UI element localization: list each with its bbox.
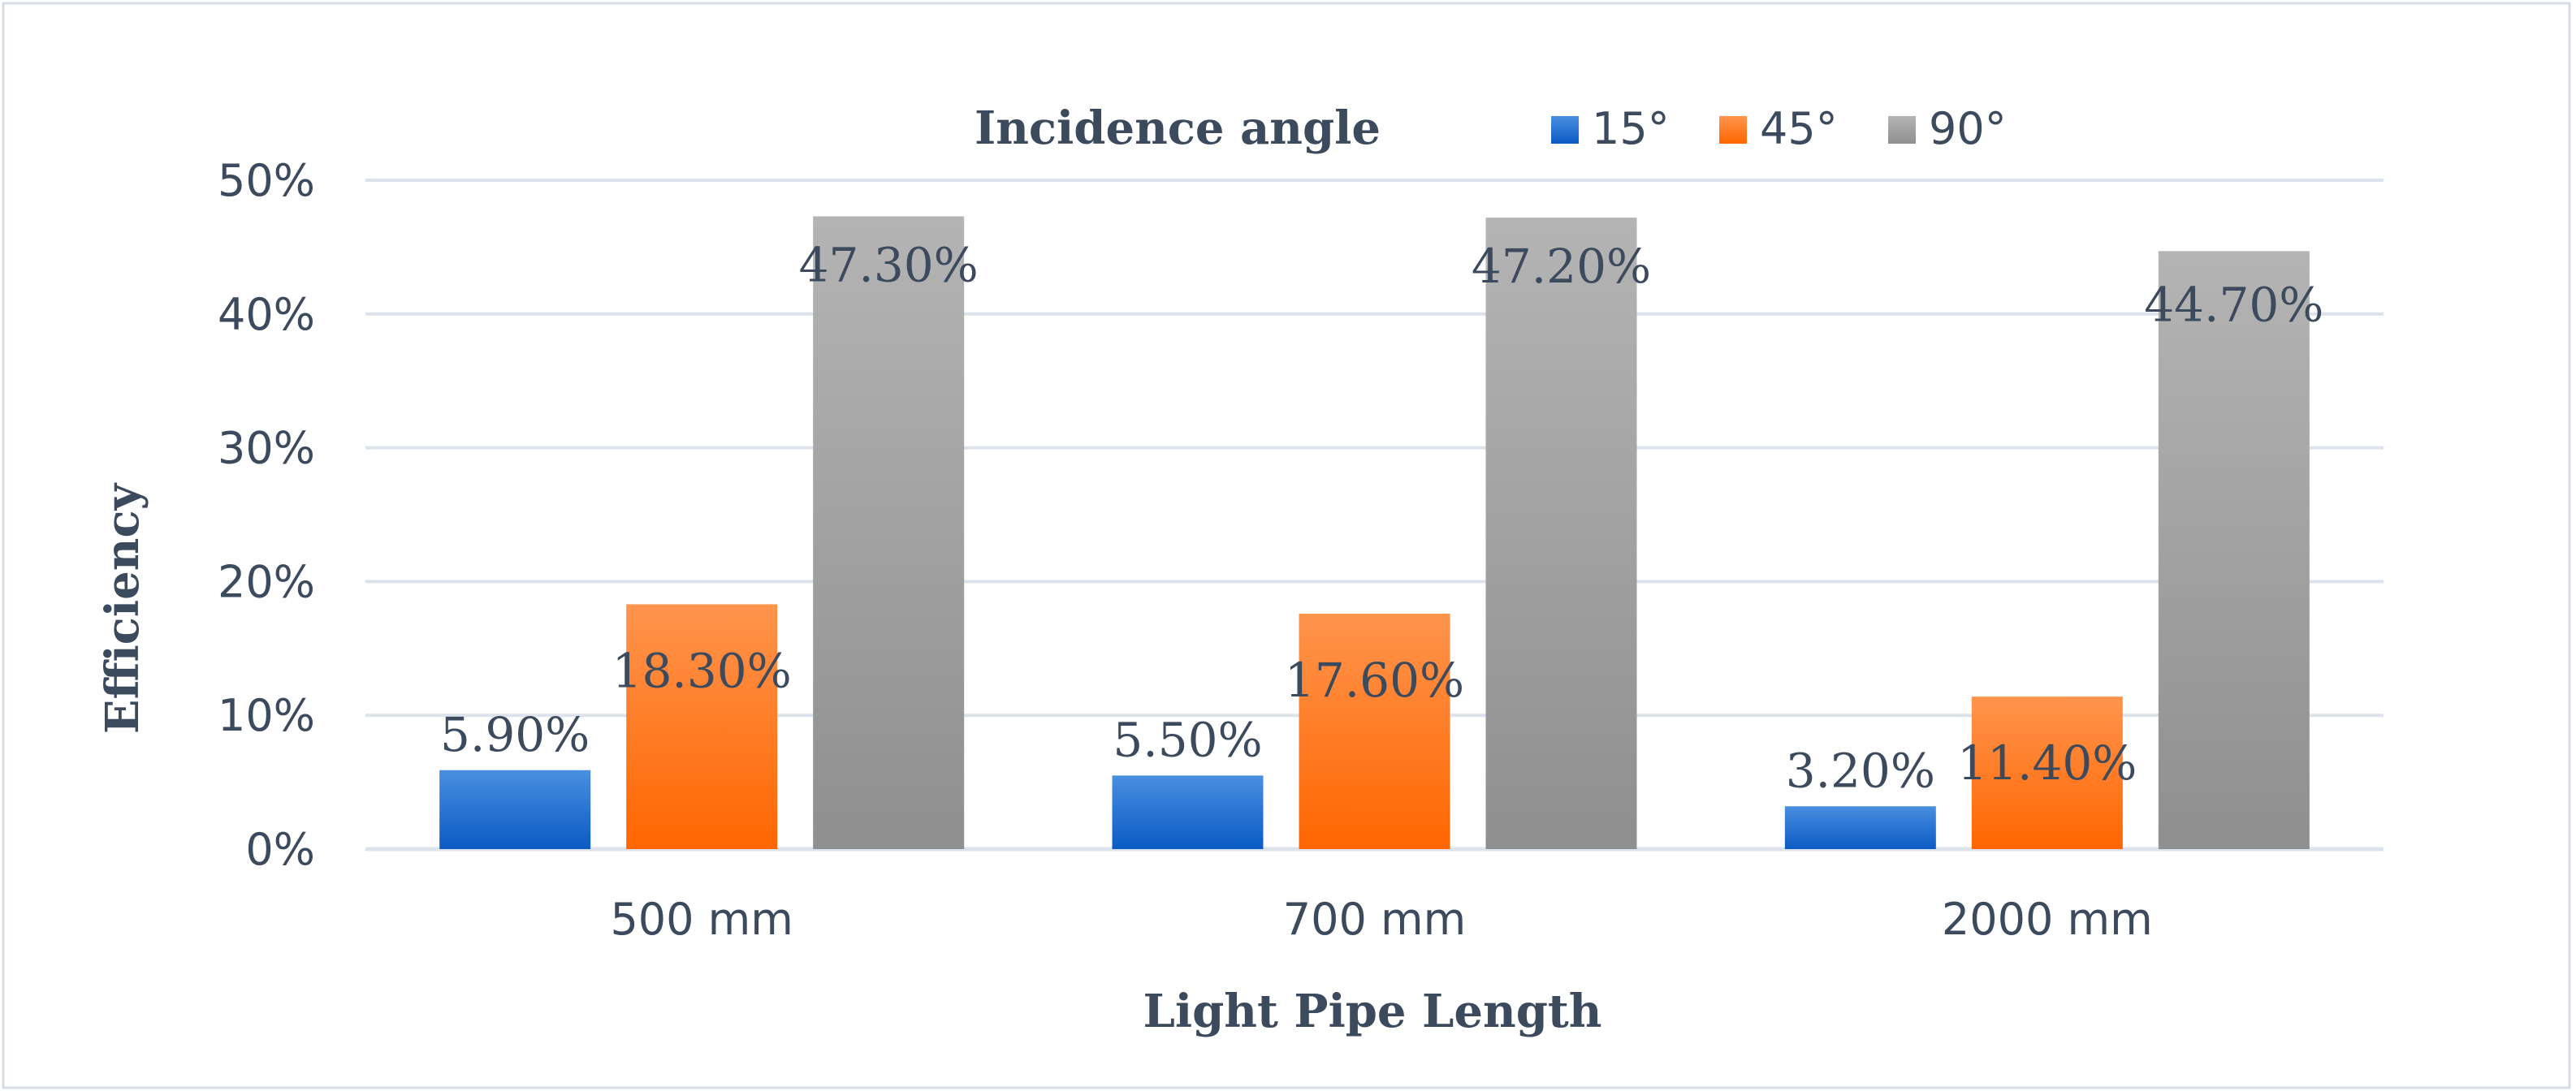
x-tick-label: 500 mm <box>610 894 793 945</box>
y-axis-label: Efficiency <box>96 482 149 734</box>
bar-45deg-2 <box>1971 696 2123 849</box>
x-tick-label: 2000 mm <box>1942 894 2153 945</box>
y-axis-ticks: 0% 10% 20% 30% 40% 50% <box>218 155 315 875</box>
data-label: 47.30% <box>799 237 979 292</box>
bar-90deg-2 <box>2158 251 2310 849</box>
y-tick-label: 50% <box>218 155 315 206</box>
y-tick-label: 30% <box>218 423 315 474</box>
x-axis-ticks: 500 mm 700 mm 2000 mm <box>610 894 2152 945</box>
y-tick-label: 10% <box>218 690 315 741</box>
x-tick-label: 700 mm <box>1283 894 1466 945</box>
legend-label: 15° <box>1592 103 1670 154</box>
data-labels: 5.90% 18.30% 47.30% 5.50% 17.60% 47.20% 3.20% 1… <box>440 237 2323 798</box>
legend-swatch <box>1551 116 1579 144</box>
bar-45deg-0 <box>626 604 778 849</box>
data-label: 44.70% <box>2144 277 2323 332</box>
data-label: 47.20% <box>1472 239 1651 294</box>
data-label: 5.90% <box>440 707 590 762</box>
x-axis-label: Light Pipe Length <box>1143 985 1601 1038</box>
bar-90deg-1 <box>1485 218 1637 849</box>
y-tick-label: 20% <box>218 556 315 607</box>
data-label: 3.20% <box>1786 743 1935 798</box>
legend-title: Incidence angle <box>975 101 1381 155</box>
legend-swatch <box>1888 116 1916 144</box>
legend-label: 45° <box>1760 103 1838 154</box>
bar-15deg-0 <box>439 770 591 849</box>
data-label: 17.60% <box>1285 653 1464 708</box>
bar-90deg-0 <box>813 216 965 850</box>
y-tick-label: 0% <box>245 824 315 875</box>
bar-15deg-1 <box>1112 775 1264 849</box>
bar-15deg-2 <box>1784 806 1936 849</box>
data-label: 11.40% <box>1957 735 2137 791</box>
bars <box>439 216 2310 850</box>
y-tick-label: 40% <box>218 289 315 340</box>
legend-swatch <box>1719 116 1747 144</box>
bar-45deg-1 <box>1299 613 1450 849</box>
legend: Incidence angle 15° 45° 90° <box>975 101 2007 155</box>
legend-label: 90° <box>1929 103 2007 154</box>
data-label: 18.30% <box>612 643 792 698</box>
data-label: 5.50% <box>1113 712 1262 767</box>
